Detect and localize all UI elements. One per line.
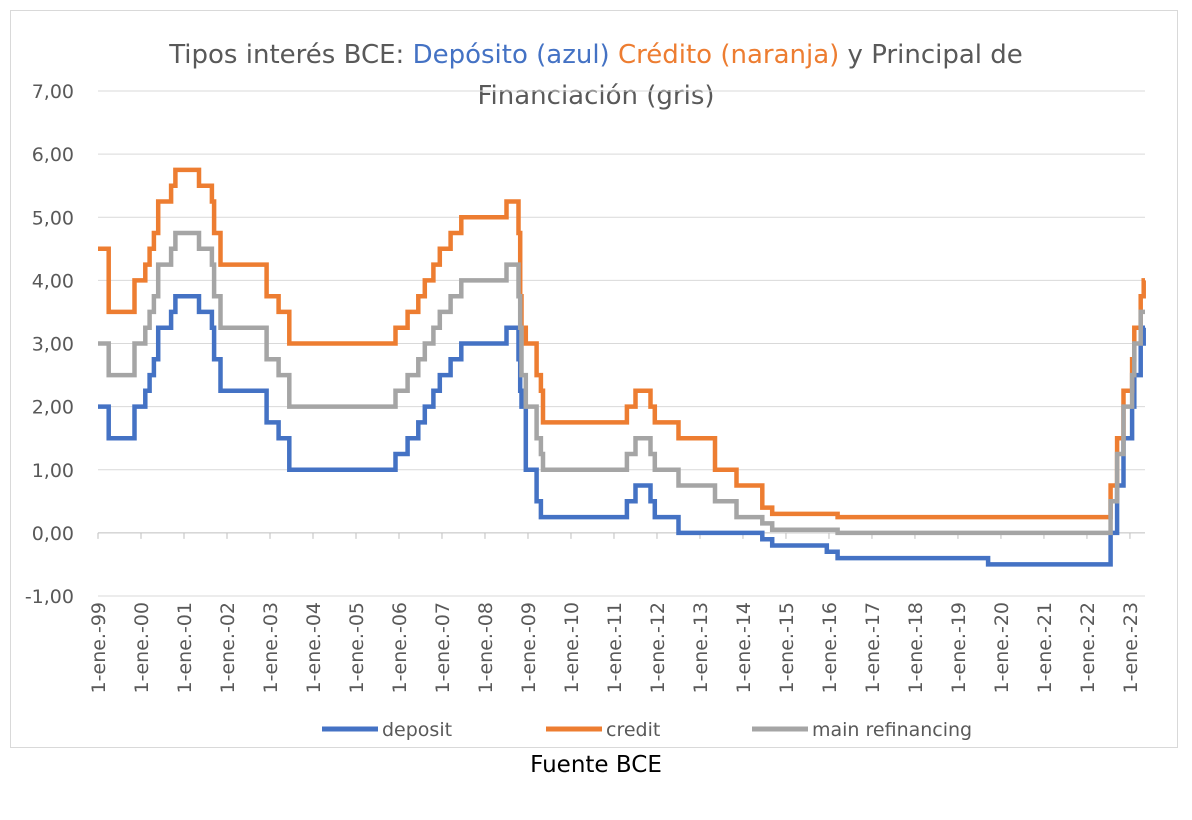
- legend: deposit credit main refinancing: [322, 719, 972, 741]
- x-tick-label: 1-ene.-01: [174, 602, 196, 693]
- chart-title-line2: Financiación (gris): [477, 81, 714, 111]
- y-tick-label: 2,00: [32, 397, 74, 419]
- legend-label: credit: [606, 719, 660, 741]
- x-tick-label: 1-ene.-06: [389, 602, 411, 693]
- x-tick-label: 1-ene.-15: [776, 602, 798, 693]
- y-tick-label: 5,00: [32, 207, 74, 229]
- title-segment-4: Crédito (naranja): [618, 40, 839, 70]
- x-tick-label: 1-ene.-18: [905, 602, 927, 693]
- x-tick-label: 1-ene.-22: [1077, 602, 1099, 693]
- y-tick-label: 6,00: [32, 144, 74, 166]
- chart-title-line1: Tipos interés BCE: Depósito (azul) Crédi…: [168, 40, 1023, 70]
- title-segment-3: [610, 40, 618, 70]
- series-lines: [98, 167, 1146, 567]
- x-tick-label: 1-ene.-19: [948, 602, 970, 693]
- x-tick-label: 1-ene.-03: [260, 602, 282, 693]
- y-tick-label: 1,00: [32, 460, 74, 482]
- legend-label: deposit: [382, 719, 452, 741]
- chart-frame: [10, 10, 1178, 748]
- x-tick-label: 1-ene.-02: [217, 602, 239, 693]
- legend-item: deposit: [322, 719, 452, 741]
- legend-label: main refinancing: [812, 719, 972, 741]
- series-line-main-refinancing: [98, 230, 1145, 536]
- x-tick-label: 1-ene.-20: [991, 602, 1013, 693]
- x-tick-label: 1-ene.-07: [432, 602, 454, 693]
- legend-item: credit: [546, 719, 660, 741]
- x-tick-label: 1-ene.-99: [88, 602, 110, 693]
- source-caption: Fuente BCE: [530, 752, 662, 778]
- x-tick-label: 1-ene.-23: [1120, 602, 1142, 693]
- y-axis-tick-labels: 7,00 6,00 5,00 4,00 3,00 2,00 1,00 0,00 -1,00: [25, 81, 74, 608]
- x-tick-label: 1-ene.-08: [475, 602, 497, 693]
- x-tick-label: 1-ene.-12: [647, 602, 669, 693]
- series-line-credit: [98, 167, 1146, 520]
- y-tick-label: 7,00: [32, 81, 74, 103]
- title-segment-2: Depósito (azul): [413, 40, 610, 70]
- y-tick-label: 0,00: [32, 523, 74, 545]
- title-segment-5: y Principal de: [839, 40, 1022, 70]
- x-tick-label: 1-ene.-05: [346, 602, 368, 693]
- series-line-deposit: [98, 293, 1146, 567]
- legend-item: main refinancing: [752, 719, 972, 741]
- x-tick-label: 1-ene.-04: [303, 602, 325, 693]
- x-tick-label: 1-ene.-09: [518, 602, 540, 693]
- y-tick-label: 3,00: [32, 334, 74, 356]
- x-tick-label: 1-ene.-11: [604, 602, 626, 693]
- x-axis-tick-labels: 1-ene.-99 1-ene.-00 1-ene.-01 1-ene.-02 1-en…: [88, 602, 1142, 693]
- gridlines: [97, 90, 1145, 597]
- y-tick-label: -1,00: [25, 586, 74, 608]
- x-tick-label: 1-ene.-10: [561, 602, 583, 693]
- x-tick-label: 1-ene.-21: [1034, 602, 1056, 693]
- x-tick-label: 1-ene.-00: [131, 602, 153, 693]
- x-tick-label: 1-ene.-16: [819, 602, 841, 693]
- title-segment-1: Tipos interés BCE:: [168, 40, 412, 70]
- title-segment-1: Financiación (gris): [477, 81, 714, 111]
- line-chart: Tipos interés BCE: Depósito (azul) Crédi…: [25, 40, 1146, 741]
- x-tick-label: 1-ene.-17: [862, 602, 884, 693]
- y-tick-label: 4,00: [32, 270, 74, 292]
- x-tick-label: 1-ene.-14: [733, 602, 755, 693]
- x-tick-label: 1-ene.-13: [690, 602, 712, 693]
